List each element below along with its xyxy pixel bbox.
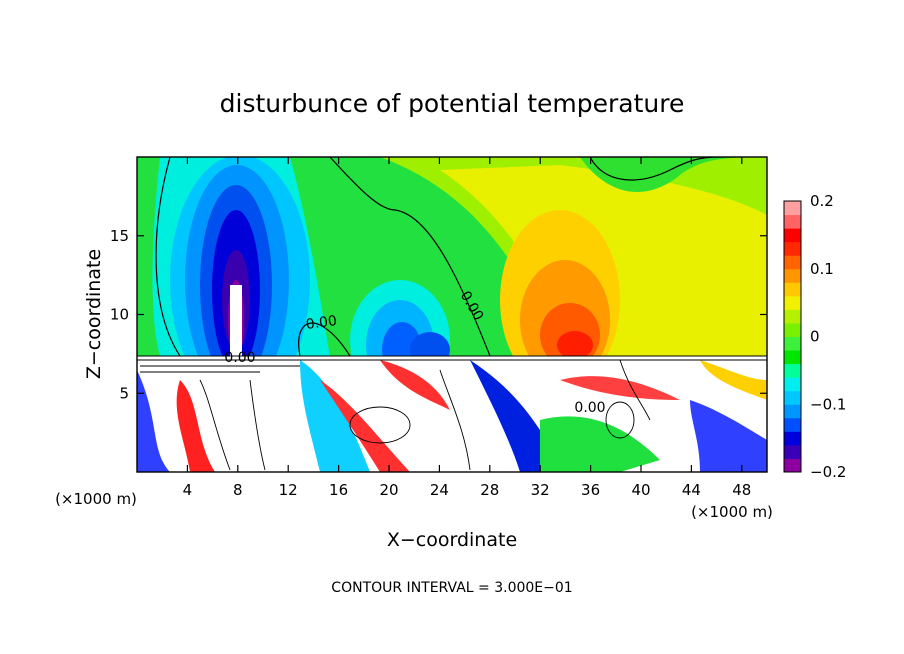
x-tick-label: 16 [329, 481, 348, 499]
chart-title: disturbunce of potential temperature [220, 89, 685, 118]
x-tick-label: 36 [581, 481, 600, 499]
y-tick-label: 10 [110, 306, 129, 324]
turb-blob-1 [137, 370, 170, 472]
colorbar-swatch [784, 377, 801, 392]
y-tick-label: 15 [110, 227, 129, 245]
colorbar-swatch [784, 295, 801, 310]
turb-blob-4 [320, 380, 410, 472]
colorbar-swatch [784, 404, 801, 419]
colorbar-swatch [784, 350, 801, 365]
contour-interval-note: CONTOUR INTERVAL = 3.000E−01 [331, 580, 572, 596]
colorbar-swatch [784, 255, 801, 270]
colorbar-swatch [784, 390, 801, 405]
contour-line-1 [155, 157, 181, 357]
x-tick-label: 24 [430, 481, 449, 499]
turb-blob-10 [700, 360, 767, 400]
turb-blob-6 [470, 360, 560, 472]
x-tick-label: 20 [379, 481, 398, 499]
y-tick-label: 5 [119, 384, 129, 402]
colorbar-swatch [784, 322, 801, 337]
colorbar-swatch [784, 444, 801, 459]
contour-line-8 [605, 401, 635, 439]
colorbar-swatch [784, 431, 801, 446]
x-tick-label: 48 [732, 481, 751, 499]
contour-line-2 [329, 157, 491, 357]
colorbar-label: −0.1 [810, 395, 846, 413]
x-axis: 4 8 12 16 20 24 28 32 36 40 44 48 [183, 157, 751, 499]
contour-label-4: 0.00 [224, 350, 255, 366]
colorbar-label: 0.2 [810, 192, 834, 210]
turb-blob-9 [690, 400, 767, 472]
warm-core-red-2 [557, 331, 593, 359]
colorbar-frame [783, 200, 802, 473]
contour-line-5 [137, 355, 767, 373]
x-tick-label: 32 [531, 481, 550, 499]
colorbar-label: 0 [810, 328, 820, 346]
colorbar-label: 0.1 [810, 260, 834, 278]
turb-blob-8 [560, 376, 680, 400]
turb-blob-2 [176, 380, 215, 472]
colorbar-swatch [784, 241, 801, 256]
colorbar-swatch [784, 336, 801, 351]
colorbar-swatch [784, 228, 801, 243]
x-tick-label: 4 [183, 481, 193, 499]
turb-blob-7 [540, 416, 660, 472]
turb-blob-3 [300, 360, 370, 472]
heatmap-field [137, 157, 767, 472]
colorbar-swatch [784, 458, 801, 473]
contour-line-6 [199, 359, 651, 471]
y-axis: 5 10 15 [110, 227, 767, 402]
cold-plume-white-core [230, 285, 242, 356]
x-tick-label: 44 [682, 481, 701, 499]
colorbar-swatch [784, 268, 801, 283]
contour-line-7 [349, 406, 411, 444]
y-axis-label: Z−coordinate [83, 249, 105, 379]
contour-line-4 [589, 157, 721, 181]
turbulent-layer [137, 356, 767, 472]
top-green-dome [580, 157, 767, 192]
x-tick-label: 8 [233, 481, 243, 499]
x-unit-label-left: (×1000 m) [55, 490, 137, 508]
colorbar-swatch [784, 282, 801, 297]
x-tick-label: 40 [631, 481, 650, 499]
colorbar-swatch [784, 309, 801, 324]
colorbar-swatch [784, 417, 801, 432]
x-axis-label: X−coordinate [387, 529, 517, 551]
turb-blob-5 [380, 360, 450, 410]
x-tick-label: 12 [279, 481, 298, 499]
contour-label-3: 0.00 [574, 400, 605, 416]
colorbar-swatch [784, 363, 801, 378]
x-unit-label-right: (×1000 m) [691, 503, 773, 521]
colorbar: 0.2 0.1 0 −0.1 −0.2 [783, 192, 846, 481]
x-tick-label: 28 [480, 481, 499, 499]
colorbar-swatch [784, 201, 801, 216]
contour-line-3 [298, 322, 351, 357]
colorbar-swatch [784, 214, 801, 229]
colorbar-label: −0.2 [810, 463, 846, 481]
contour-label-1: 0.00 [305, 313, 338, 333]
